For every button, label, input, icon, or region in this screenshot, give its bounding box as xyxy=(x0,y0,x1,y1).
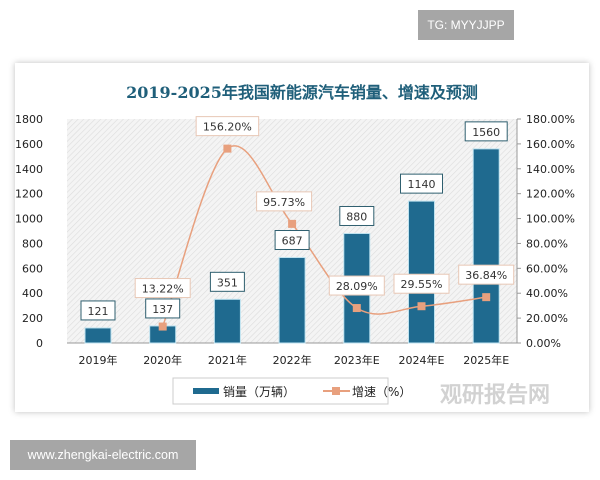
bar-value-label-box xyxy=(400,173,443,194)
x-axis-tick: 2021年 xyxy=(208,353,247,367)
growth-value-label: 29.55% xyxy=(401,278,443,291)
growth-value-label-box xyxy=(134,278,191,299)
x-axis-tick: 2023年E xyxy=(334,353,380,367)
growth-value-label: 28.09% xyxy=(336,280,378,293)
growth-marker xyxy=(158,322,167,331)
growth-value-label: 156.20% xyxy=(203,121,252,134)
right-axis-tick: 40.00% xyxy=(526,287,568,300)
legend-bar-label: 销量（万辆） xyxy=(223,385,295,399)
bar-value-label-box xyxy=(339,205,375,226)
bar xyxy=(213,298,241,344)
growth-marker xyxy=(417,302,426,311)
right-axis-tick: 140.00% xyxy=(526,163,575,176)
left-axis-tick: 1000 xyxy=(15,213,43,226)
legend-line-label: 增速（%） xyxy=(352,385,411,399)
bar xyxy=(278,257,306,344)
left-axis-tick: 600 xyxy=(22,262,43,275)
x-axis-tick: 2025年E xyxy=(463,353,509,367)
bar-value-label: 1140 xyxy=(408,178,436,191)
bar-value-label: 137 xyxy=(152,303,173,316)
top-right-tag: TG: MYYJJPP xyxy=(418,10,514,40)
bar-value-label-box xyxy=(209,271,245,292)
x-axis-tick: 2019年 xyxy=(79,353,118,367)
legend-bar-swatch xyxy=(193,388,219,394)
legend: 销量（万辆） 增速（%） xyxy=(172,377,411,405)
bar xyxy=(84,327,112,344)
bar-value-label-box xyxy=(80,300,116,321)
left-axis-tick: 0 xyxy=(36,337,43,350)
right-axis-tick: 180.00% xyxy=(526,113,575,126)
bar xyxy=(408,200,435,344)
left-axis-tick: 1200 xyxy=(15,188,43,201)
right-axis-tick: 60.00% xyxy=(526,262,568,275)
x-axis-tick: 2022年 xyxy=(273,353,312,367)
right-axis-tick: 120.00% xyxy=(526,188,575,201)
bottom-left-tag: www.zhengkai-electric.com xyxy=(10,440,196,470)
chart-title: 2019-2025年我国新能源汽车销量、增速及预测 xyxy=(126,83,478,102)
growth-value-label: 95.73% xyxy=(263,196,305,209)
x-axis-tick: 2024年E xyxy=(399,353,445,367)
bar xyxy=(472,148,500,344)
bar-value-label: 880 xyxy=(346,210,367,223)
growth-value-label-box xyxy=(458,264,515,285)
growth-value-label: 13.22% xyxy=(142,283,184,296)
bar-value-label: 121 xyxy=(88,305,109,318)
right-axis-tick: 160.00% xyxy=(526,138,575,151)
growth-value-label-box xyxy=(393,273,450,294)
bar-value-label-box xyxy=(145,298,181,319)
growth-marker xyxy=(352,304,361,313)
legend-line-marker xyxy=(332,387,340,395)
bar-value-label: 351 xyxy=(217,276,238,289)
growth-value-label: 36.84% xyxy=(465,269,507,282)
growth-marker xyxy=(288,219,297,228)
right-axis-tick: 80.00% xyxy=(526,237,568,250)
right-axis-tick: 100.00% xyxy=(526,213,575,226)
left-axis-tick: 1600 xyxy=(15,138,43,151)
chart-card: 2019-2025年我国新能源汽车销量、增速及预测 0 200 400 600 800 1… xyxy=(15,63,589,412)
growth-value-label-box xyxy=(195,116,260,137)
bar-value-label: 1560 xyxy=(472,126,500,139)
right-axis-tick: 20.00% xyxy=(526,312,568,325)
x-axis-tick: 2020年 xyxy=(143,353,182,367)
growth-marker xyxy=(223,144,232,153)
left-axis-tick: 1800 xyxy=(15,113,43,126)
chart: 2019-2025年我国新能源汽车销量、增速及预测 0 200 400 600 800 1… xyxy=(15,83,575,408)
growth-value-label-box xyxy=(328,275,385,296)
growth-value-label-box xyxy=(256,191,313,212)
left-axis-tick: 400 xyxy=(22,287,43,300)
growth-marker xyxy=(482,293,491,302)
right-axis-tick: 0.00% xyxy=(526,337,561,350)
left-axis-tick: 200 xyxy=(22,312,43,325)
bar-value-label: 687 xyxy=(282,235,303,248)
left-axis-tick: 800 xyxy=(22,237,43,250)
bar-value-label-box xyxy=(464,121,508,142)
watermark-logo: 观研报告网 xyxy=(440,383,550,408)
left-axis-tick: 1400 xyxy=(15,163,43,176)
bar-value-label-box xyxy=(274,230,310,251)
